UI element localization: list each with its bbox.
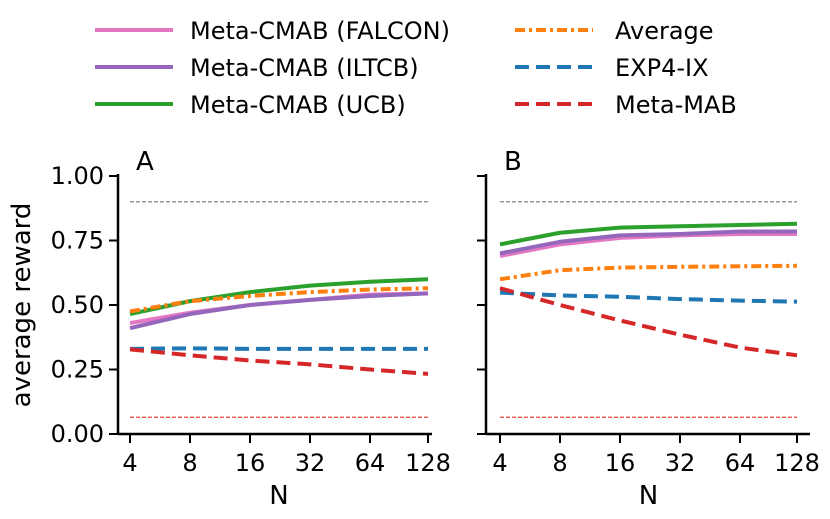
x-tick-label: 16 bbox=[605, 449, 636, 477]
y-tick-label: 0.25 bbox=[51, 356, 104, 384]
x-tick-label: 4 bbox=[122, 449, 137, 477]
legend-label-meta-cmab-iltcb: Meta-CMAB (ILTCB) bbox=[190, 54, 419, 82]
series-line-meta-cmab-iltcb bbox=[129, 291, 429, 331]
series-line-exp4-ix bbox=[499, 290, 798, 304]
x-axis-label: N bbox=[639, 481, 658, 511]
series-line-meta-cmab-ucb bbox=[499, 221, 798, 247]
x-tick-label: 32 bbox=[665, 449, 696, 477]
legend-label-meta-cmab-falcon: Meta-CMAB (FALCON) bbox=[190, 17, 450, 45]
x-tick-label: 8 bbox=[552, 449, 567, 477]
series-line-average bbox=[499, 263, 798, 282]
y-tick-label: 0.50 bbox=[51, 291, 104, 319]
x-tick-label: 16 bbox=[235, 449, 266, 477]
y-tick-label: 1.00 bbox=[51, 162, 104, 190]
panel-label: B bbox=[504, 147, 522, 177]
x-axis-label: N bbox=[269, 481, 288, 511]
x-tick-label: 4 bbox=[492, 449, 507, 477]
legend-label-exp4-ix: EXP4-IX bbox=[615, 54, 709, 82]
panel-a: 0.00 0.25 0.50 0.75 1.00 4 8 16 32 64 128 Naverage … bbox=[7, 147, 451, 511]
x-tick-label: 32 bbox=[295, 449, 326, 477]
panel-label: A bbox=[136, 147, 154, 177]
legend: Meta-CMAB (FALCON) Meta-CMAB (ILTCB) Meta-… bbox=[95, 17, 737, 119]
x-tick-label: 8 bbox=[182, 449, 197, 477]
series-line-exp4-ix bbox=[129, 346, 428, 351]
panel-b: 4 8 16 32 64 128 N B bbox=[477, 147, 820, 511]
x-tick-label: 64 bbox=[355, 449, 386, 477]
x-tick-label: 128 bbox=[774, 449, 820, 477]
y-tick-label: 0.75 bbox=[51, 227, 104, 255]
legend-label-meta-cmab-ucb: Meta-CMAB (UCB) bbox=[190, 91, 406, 119]
legend-label-meta-mab: Meta-MAB bbox=[615, 91, 737, 119]
y-tick-label: 0.00 bbox=[51, 420, 104, 448]
series-line-meta-mab bbox=[129, 347, 429, 376]
series-line-meta-mab bbox=[499, 286, 798, 358]
series-line-meta-cmab-iltcb bbox=[499, 229, 797, 256]
legend-label-average: Average bbox=[615, 17, 714, 45]
y-axis-label: average reward bbox=[7, 203, 37, 408]
x-tick-label: 64 bbox=[725, 449, 756, 477]
series-line-average bbox=[129, 286, 429, 314]
x-tick-label: 128 bbox=[405, 449, 451, 477]
